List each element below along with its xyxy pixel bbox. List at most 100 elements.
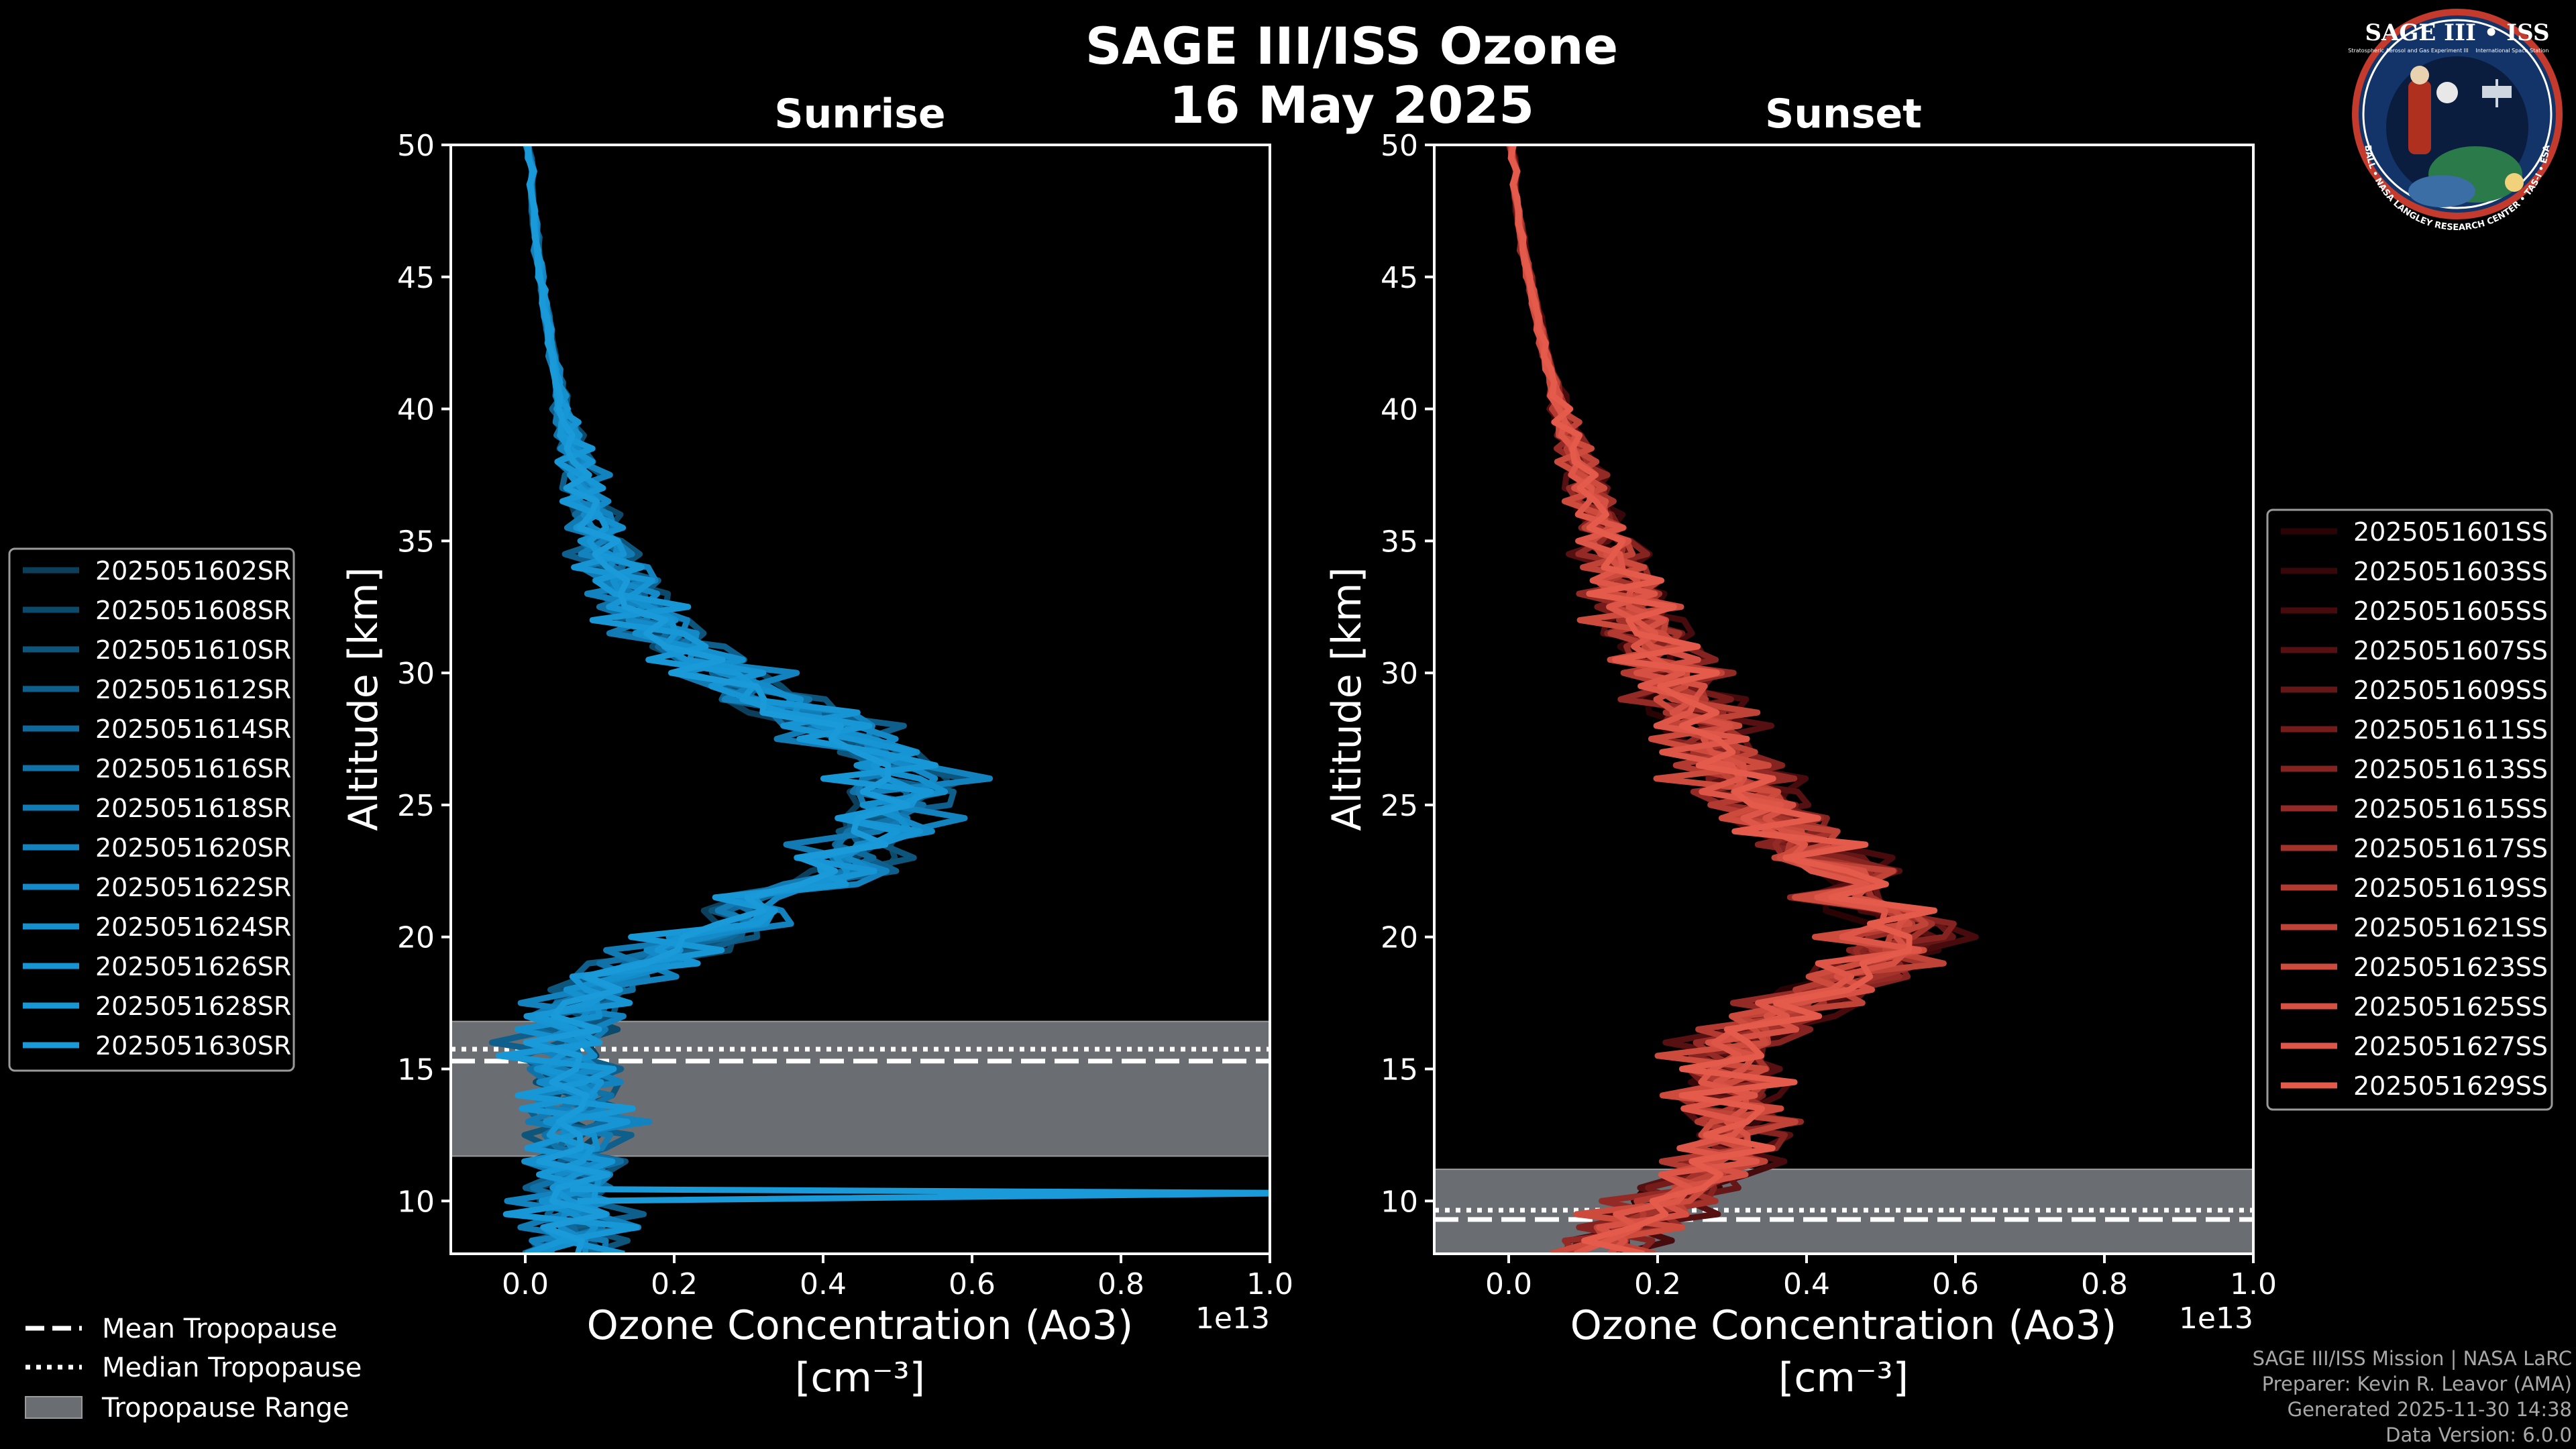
- sunrise-x-axis-unit: [cm⁻³]: [795, 1354, 925, 1401]
- sunset-legend-label: 2025051601SS: [2353, 517, 2548, 547]
- sunrise-xtick-label: 1.0: [1246, 1267, 1293, 1301]
- sunset-legend-label: 2025051603SS: [2353, 557, 2548, 586]
- sunrise-ytick-label: 25: [397, 789, 435, 823]
- footer-preparer-line: Preparer: Kevin R. Leavor (AMA): [2261, 1373, 2572, 1395]
- badge-title: SAGE III • ISS: [2365, 19, 2549, 46]
- sunrise-xtick-label: 0.6: [949, 1267, 996, 1301]
- sunset-tropopause: [1434, 1169, 2254, 1254]
- sunset-profiles: [1506, 145, 1979, 1254]
- sunrise-xtick-label: 0.8: [1097, 1267, 1144, 1301]
- sunrise-profile-2025051630SR: [523, 145, 911, 1254]
- sunrise-legend-label: 2025051630SR: [95, 1031, 291, 1061]
- sunrise-ytick-label: 10: [397, 1185, 435, 1219]
- tropopause-range-label: Tropopause Range: [101, 1393, 350, 1424]
- sunrise-legend-label: 2025051628SR: [95, 991, 291, 1021]
- sunrise-legend-label: 2025051626SR: [95, 952, 291, 981]
- sunrise-legend-label: 2025051624SR: [95, 912, 291, 942]
- sunrise-ytick-label: 40: [397, 393, 435, 427]
- sunset-xtick-label: 0.4: [1783, 1267, 1830, 1301]
- sunset-legend-label: 2025051609SS: [2353, 676, 2548, 705]
- sunrise-legend-label: 2025051620SR: [95, 833, 291, 863]
- sunset-legend-label: 2025051611SS: [2353, 715, 2548, 745]
- sunrise-legend-label: 2025051614SR: [95, 714, 291, 744]
- sunset-axes-frame: [1433, 144, 2255, 1255]
- footer-credit-line: SAGE III/ISS Mission | NASA LaRC: [2252, 1347, 2572, 1370]
- sunset-ytick-label: 45: [1381, 261, 1418, 295]
- sunrise-profile-2025051628SR: [495, 145, 938, 1254]
- sunrise-legend-label: 2025051618SR: [95, 794, 291, 823]
- median-tropopause-label: Median Tropopause: [102, 1352, 362, 1383]
- sunset-ytick-label: 20: [1381, 921, 1418, 955]
- sunset-ytick-label: 15: [1381, 1053, 1418, 1087]
- sunset-legend-label: 2025051615SS: [2353, 794, 2548, 824]
- sunrise-axes-frame: [449, 144, 1271, 1255]
- sunset-y-ticks: 10 15 20 25 30 35 40 45 50: [1381, 129, 1434, 1219]
- sunrise-panel-title: Sunrise: [774, 91, 945, 138]
- sunrise-y-ticks: 10 15 20 25 30 35 40 45 50: [397, 129, 451, 1219]
- sunrise-y-axis-label: Altitude [km]: [340, 567, 387, 831]
- sunrise-x-offset-label: 1e13: [1195, 1301, 1270, 1336]
- sunset-legend-label: 2025051619SS: [2353, 873, 2548, 903]
- sunset-x-ticks: 0.0 0.2 0.4 0.6 0.8 1.0: [1485, 1254, 2277, 1301]
- sunrise-legend: 2025051602SR 2025051608SR 2025051610SR 2025…: [8, 547, 295, 1072]
- sunset-x-axis-label: Ozone Concentration (Ao3): [1570, 1302, 2117, 1349]
- sunrise-ytick-label: 15: [397, 1053, 435, 1087]
- sunset-legend-label: 2025051629SS: [2353, 1071, 2548, 1101]
- sunset-plot-area: [1434, 145, 2253, 1254]
- sunset-y-axis-label: Altitude [km]: [1324, 567, 1371, 831]
- sunset-ytick-label: 30: [1381, 657, 1418, 691]
- sunrise-profile-spike: [570, 1186, 1270, 1204]
- sunrise-ytick-label: 20: [397, 921, 435, 955]
- sunrise-xtick-label: 0.4: [800, 1267, 847, 1301]
- sunset-x-axis-unit: [cm⁻³]: [1778, 1354, 1909, 1401]
- figure-title: SAGE III/ISS Ozone: [1085, 16, 1618, 76]
- sunrise-ytick-label: 45: [397, 261, 435, 295]
- sunset-legend-label: 2025051605SS: [2353, 596, 2548, 626]
- sunset-xtick-label: 0.0: [1485, 1267, 1532, 1301]
- sunset-ytick-label: 40: [1381, 393, 1418, 427]
- sunset-legend: 2025051601SS 2025051603SS 2025051605SS 2025…: [2266, 508, 2553, 1111]
- sunset-xtick-label: 0.8: [2081, 1267, 2128, 1301]
- figure-date: 16 May 2025: [1169, 75, 1534, 135]
- sunset-legend-label: 2025051621SS: [2353, 913, 2548, 943]
- sunset-legend-label: 2025051625SS: [2353, 992, 2548, 1022]
- sunrise-legend-label: 2025051608SR: [95, 596, 291, 625]
- sunset-legend-label: 2025051613SS: [2353, 755, 2548, 784]
- sunset-xtick-label: 0.2: [1634, 1267, 1681, 1301]
- footer-generated-line: Generated 2025-11-30 14:38: [2287, 1398, 2572, 1421]
- sunrise-x-axis-label: Ozone Concentration (Ao3): [587, 1302, 1134, 1349]
- sunset-legend-label: 2025051623SS: [2353, 953, 2548, 982]
- sunrise-legend-label: 2025051602SR: [95, 556, 291, 586]
- sunset-legend-frame: [2266, 508, 2553, 1111]
- sunrise-legend-label: 2025051622SR: [95, 873, 291, 902]
- mission-badge: SAGE III • ISS Stratospheric Aerosol and…: [2348, 9, 2563, 233]
- sunrise-ytick-label: 35: [397, 525, 435, 559]
- sunset-legend-label: 2025051617SS: [2353, 834, 2548, 863]
- sunrise-legend-label: 2025051610SR: [95, 635, 291, 665]
- footer-data-version-line: Data Version: 6.0.0: [2385, 1424, 2572, 1446]
- sunset-profile-2025051629SS: [1507, 145, 1938, 1254]
- sunset-xtick-label: 1.0: [2230, 1267, 2277, 1301]
- sunrise-ytick-label: 50: [397, 129, 435, 163]
- sunrise-profiles: [488, 145, 1270, 1254]
- sunset-ytick-label: 35: [1381, 525, 1418, 559]
- sunrise-xtick-label: 0.2: [651, 1267, 698, 1301]
- sunset-xtick-label: 0.6: [1932, 1267, 1979, 1301]
- sunrise-ytick-label: 30: [397, 657, 435, 691]
- sunset-ytick-label: 10: [1381, 1185, 1418, 1219]
- sunrise-legend-label: 2025051612SR: [95, 675, 291, 704]
- mean-tropopause-label: Mean Tropopause: [102, 1313, 337, 1344]
- sunset-legend-label: 2025051607SS: [2353, 636, 2548, 665]
- badge-subtitle-right: International Space Station: [2476, 48, 2549, 54]
- tropopause-legend: Mean Tropopause Median Tropopause Tropop…: [25, 1313, 362, 1424]
- badge-subtitle-left: Stratospheric Aerosol and Gas Experiment…: [2348, 48, 2468, 54]
- sunrise-xtick-label: 0.0: [502, 1267, 549, 1301]
- sunset-x-offset-label: 1e13: [2179, 1301, 2253, 1336]
- sunset-ytick-label: 50: [1381, 129, 1418, 163]
- sunset-legend-label: 2025051627SS: [2353, 1032, 2548, 1061]
- sunrise-legend-label: 2025051616SR: [95, 754, 291, 784]
- sunrise-x-ticks: 0.0 0.2 0.4 0.6 0.8 1.0: [502, 1254, 1293, 1301]
